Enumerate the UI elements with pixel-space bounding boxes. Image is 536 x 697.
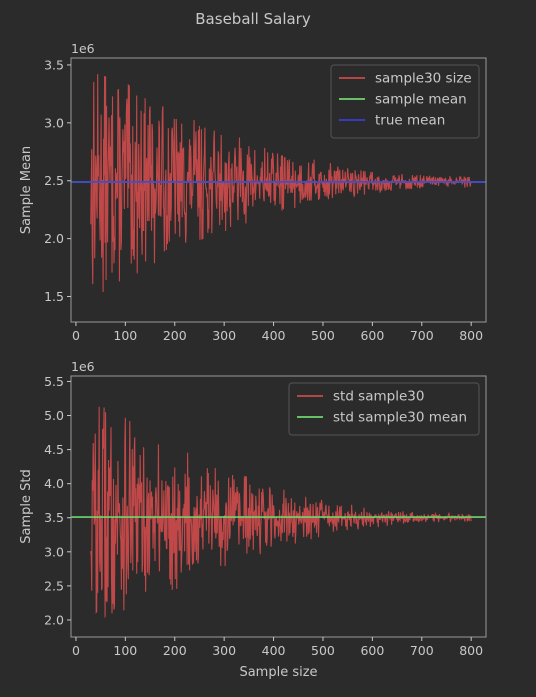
x-tick-label: 600 bbox=[360, 643, 384, 658]
y-axis-label: Sample Std bbox=[19, 469, 34, 543]
x-tick-label: 200 bbox=[163, 643, 187, 658]
x-tick-label: 300 bbox=[212, 328, 236, 343]
legend-entry: sample30 size bbox=[375, 71, 472, 87]
axes-frame bbox=[70, 375, 487, 638]
x-tick-label: 400 bbox=[262, 643, 286, 658]
y-tick-label: 2.0 bbox=[44, 612, 64, 627]
y-tick-label: 2.5 bbox=[44, 173, 64, 188]
series-line-0 bbox=[90, 406, 472, 618]
x-tick-label: 800 bbox=[459, 643, 483, 658]
x-axis-label: Sample size bbox=[239, 665, 317, 680]
y-tick-label: 3.0 bbox=[44, 115, 64, 130]
x-tick-label: 100 bbox=[113, 643, 137, 658]
x-tick-label: 300 bbox=[212, 643, 236, 658]
y-tick-label: 3.5 bbox=[44, 510, 64, 525]
x-tick-label: 0 bbox=[72, 643, 80, 658]
axis-scale-label: 1e6 bbox=[71, 359, 95, 374]
x-tick-label: 400 bbox=[262, 328, 286, 343]
legend-entry: sample mean bbox=[375, 92, 467, 108]
chart-panel-mean: 0 100 200 300 400 500 600 700 800 1.5 2.0 2.5 3.0 3.5… bbox=[19, 41, 487, 343]
legend-entry: true mean bbox=[375, 113, 445, 129]
axis-scale-label: 1e6 bbox=[71, 41, 95, 56]
x-tick-label: 100 bbox=[113, 328, 137, 343]
x-tick-label: 200 bbox=[163, 328, 187, 343]
legend: std sample30 std sample30 mean bbox=[288, 382, 480, 436]
y-tick-label: 4.5 bbox=[44, 442, 64, 457]
y-tick-label: 3.0 bbox=[44, 544, 64, 559]
y-tick-label: 2.0 bbox=[44, 231, 64, 246]
y-tick-label: 4.0 bbox=[44, 476, 64, 491]
x-tick-label: 0 bbox=[72, 328, 80, 343]
series-line-0 bbox=[90, 74, 472, 293]
axes-frame bbox=[70, 57, 487, 323]
y-tick-label: 5.5 bbox=[44, 374, 64, 389]
legend-box bbox=[330, 64, 480, 139]
x-tick-label: 700 bbox=[410, 643, 434, 658]
y-axis-label: Sample Mean bbox=[19, 146, 34, 234]
y-tick-label: 5.0 bbox=[44, 408, 64, 423]
x-tick-label: 600 bbox=[360, 328, 384, 343]
chart-panel-std: 0 100 200 300 400 500 600 700 800 2.0 2.5 3.0 3.5 4.0… bbox=[19, 359, 487, 680]
figure-title: Baseball Salary bbox=[195, 10, 311, 28]
y-tick-label: 2.5 bbox=[44, 578, 64, 593]
x-tick-label: 500 bbox=[311, 643, 335, 658]
legend-entry: std sample30 mean bbox=[333, 410, 467, 426]
legend: sample30 size sample mean true mean bbox=[330, 64, 480, 139]
x-tick-label: 500 bbox=[311, 328, 335, 343]
legend-box bbox=[288, 382, 480, 436]
x-tick-label: 700 bbox=[410, 328, 434, 343]
y-tick-label: 3.5 bbox=[44, 57, 64, 72]
y-tick-label: 1.5 bbox=[44, 289, 64, 304]
legend-entry: std sample30 bbox=[333, 389, 424, 405]
x-tick-label: 800 bbox=[459, 328, 483, 343]
